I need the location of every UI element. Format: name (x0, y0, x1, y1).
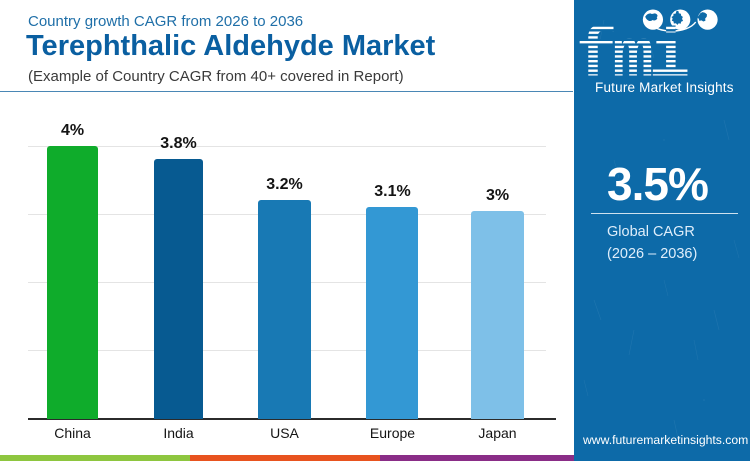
svg-text:fmi: fmi (576, 18, 688, 88)
